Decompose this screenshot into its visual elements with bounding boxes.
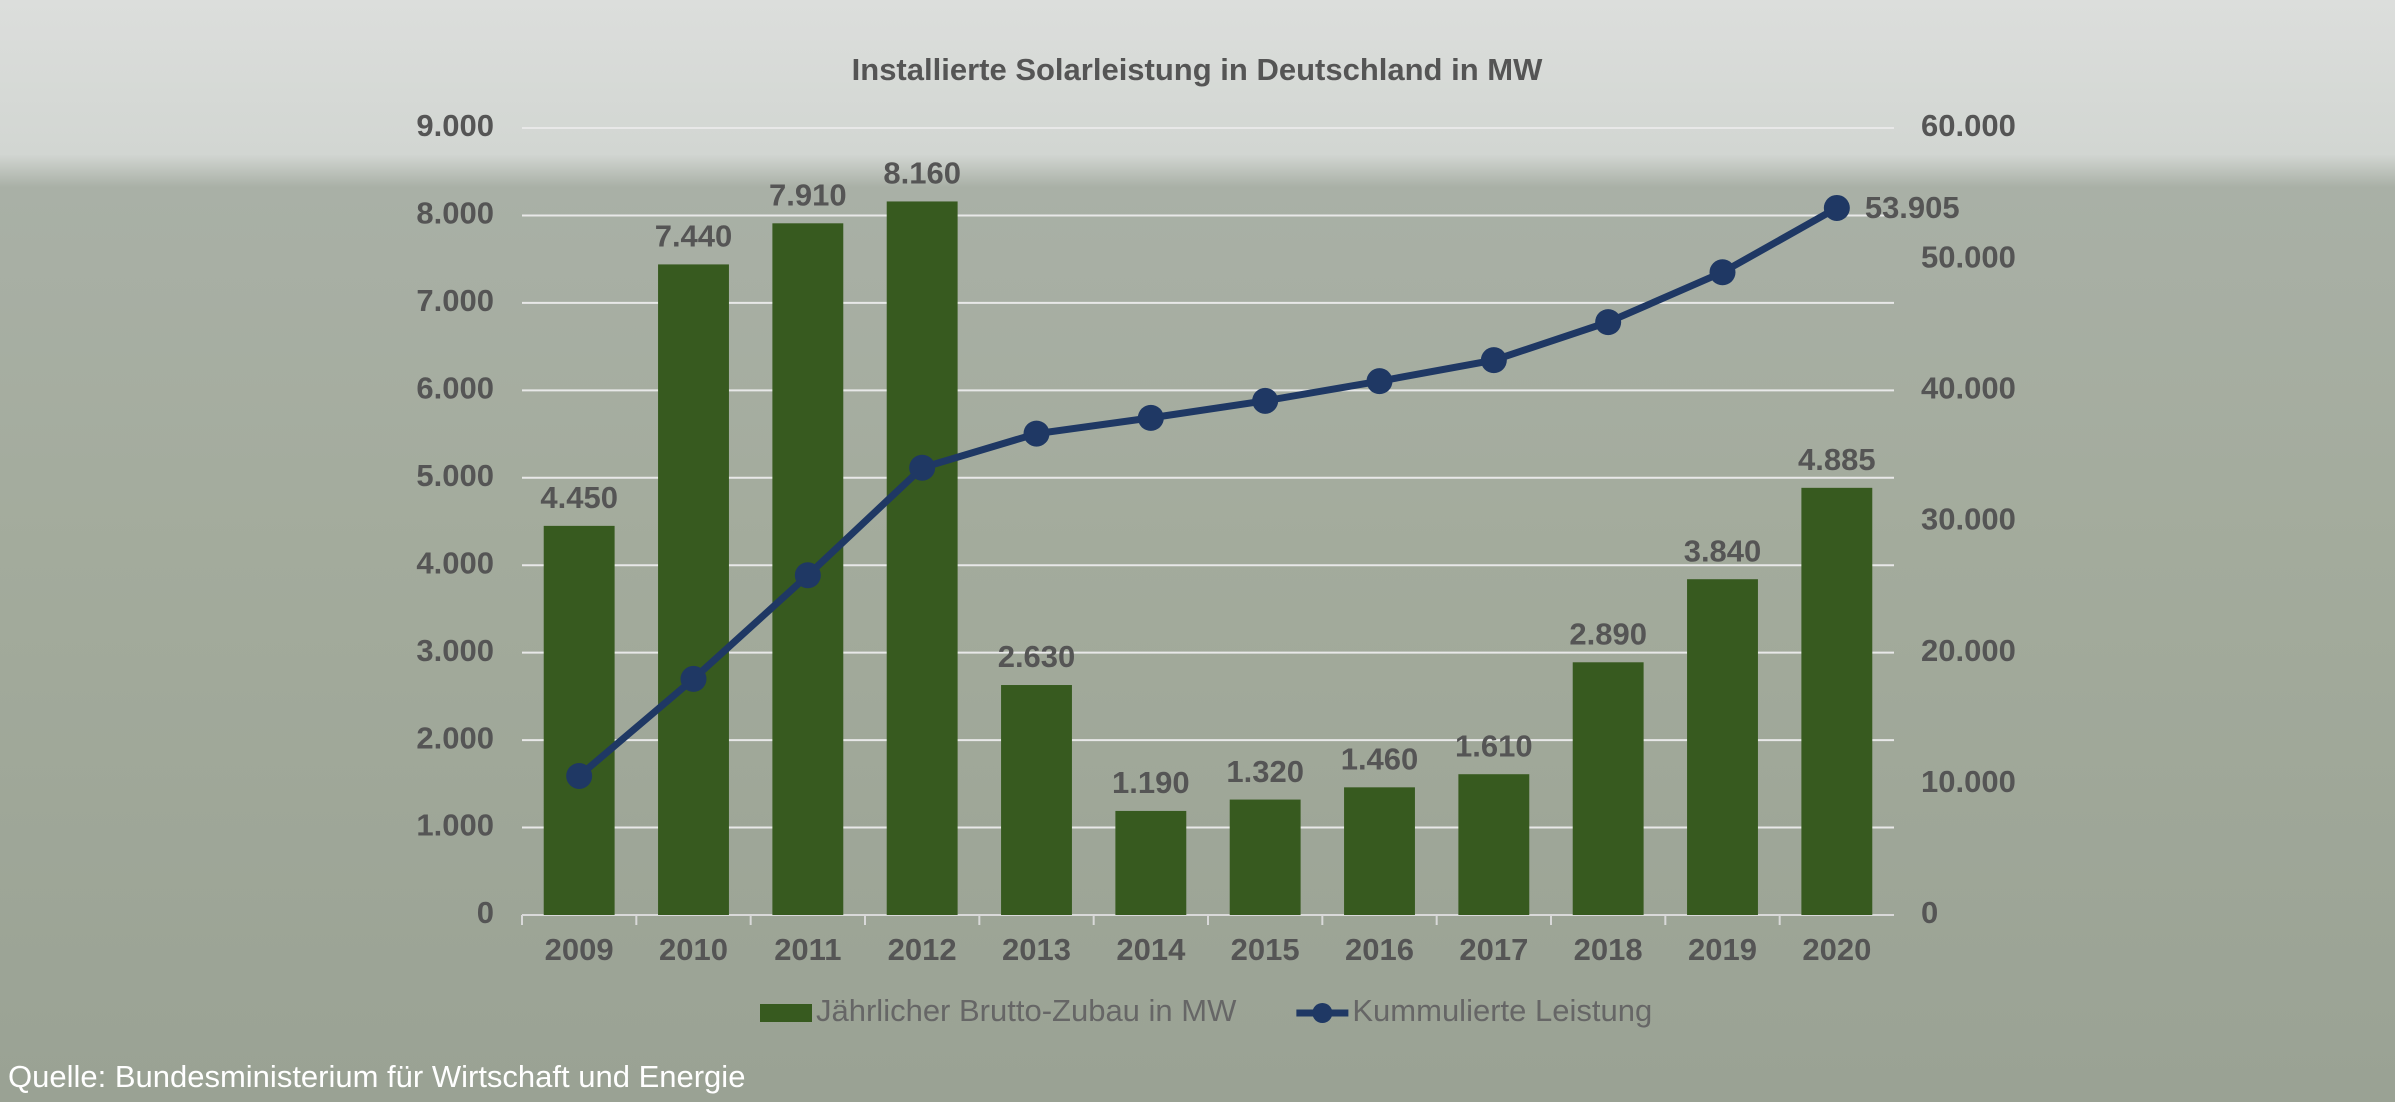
x-tick-label: 2015 [1231, 932, 1300, 967]
data-label: 7.440 [655, 219, 733, 254]
x-tick-label: 2014 [1116, 932, 1186, 967]
bar [1344, 787, 1415, 915]
x-tick-label: 2013 [1002, 932, 1071, 967]
bar [1115, 811, 1186, 915]
bar [1573, 662, 1644, 915]
line-marker [795, 562, 821, 588]
line-marker [1367, 368, 1393, 394]
x-tick-label: 2012 [888, 932, 957, 967]
legend-label: Kummulierte Leistung [1352, 993, 1652, 1028]
y2-tick-label: 40.000 [1921, 371, 2016, 406]
data-label: 1.320 [1226, 754, 1304, 789]
x-tick-label: 2009 [545, 932, 614, 967]
y-tick-label: 6.000 [416, 371, 494, 406]
y2-tick-label: 60.000 [1921, 108, 2016, 143]
x-tick-label: 2019 [1688, 932, 1757, 967]
y2-tick-label: 50.000 [1921, 239, 2016, 274]
data-label: 1.610 [1455, 728, 1533, 763]
line-marker [1481, 347, 1507, 373]
data-label: 53.905 [1865, 190, 1960, 225]
bar [1458, 774, 1529, 915]
x-tick-label: 2011 [774, 932, 841, 967]
x-tick-label: 2020 [1802, 932, 1871, 967]
x-tick-label: 2016 [1345, 932, 1414, 967]
background [0, 0, 2395, 1102]
y-tick-label: 5.000 [416, 458, 494, 493]
bar [658, 264, 729, 915]
line-marker [1710, 259, 1736, 285]
bar [544, 526, 615, 915]
legend-swatch [1312, 1003, 1332, 1023]
line-marker [1024, 421, 1050, 447]
y-tick-label: 0 [477, 895, 494, 930]
y2-tick-label: 10.000 [1921, 764, 2016, 799]
x-tick-label: 2018 [1574, 932, 1643, 967]
bar [1230, 800, 1301, 915]
y-tick-label: 3.000 [416, 633, 494, 668]
line-marker [566, 763, 592, 789]
y-tick-label: 2.000 [416, 720, 494, 755]
line-marker [681, 666, 707, 692]
data-label: 2.630 [998, 639, 1076, 674]
data-label: 1.460 [1341, 742, 1419, 777]
line-marker [1252, 388, 1278, 414]
page: Installierte Solarleistung in Deutschlan… [0, 0, 2395, 1102]
y-tick-label: 9.000 [416, 108, 494, 143]
y-tick-label: 7.000 [416, 283, 494, 318]
bar [1687, 579, 1758, 915]
line-marker [1595, 309, 1621, 335]
data-label: 8.160 [883, 156, 961, 191]
bar [887, 201, 958, 915]
data-label: 3.840 [1684, 533, 1762, 568]
legend-label: Jährlicher Brutto-Zubau in MW [816, 993, 1237, 1028]
line-marker [1824, 195, 1850, 221]
y2-tick-label: 30.000 [1921, 502, 2016, 537]
line-marker [909, 455, 935, 481]
y-tick-label: 8.000 [416, 196, 494, 231]
data-label: 4.885 [1798, 442, 1876, 477]
data-label: 1.190 [1112, 765, 1190, 800]
data-label: 4.450 [540, 480, 618, 515]
y-tick-label: 1.000 [416, 808, 494, 843]
data-label: 2.890 [1569, 616, 1647, 651]
y2-tick-label: 20.000 [1921, 633, 2016, 668]
data-label: 7.910 [769, 178, 847, 213]
legend-swatch [760, 1004, 812, 1022]
x-tick-label: 2010 [659, 932, 728, 967]
line-marker [1138, 405, 1164, 431]
chart-title: Installierte Solarleistung in Deutschlan… [852, 52, 1543, 87]
bar [1001, 685, 1072, 915]
bar [1801, 488, 1872, 915]
chart: Installierte Solarleistung in Deutschlan… [0, 0, 2395, 1102]
y-tick-label: 4.000 [416, 545, 494, 580]
x-tick-label: 2017 [1459, 932, 1528, 967]
source-note: Quelle: Bundesministerium für Wirtschaft… [8, 1059, 745, 1094]
y2-tick-label: 0 [1921, 895, 1938, 930]
